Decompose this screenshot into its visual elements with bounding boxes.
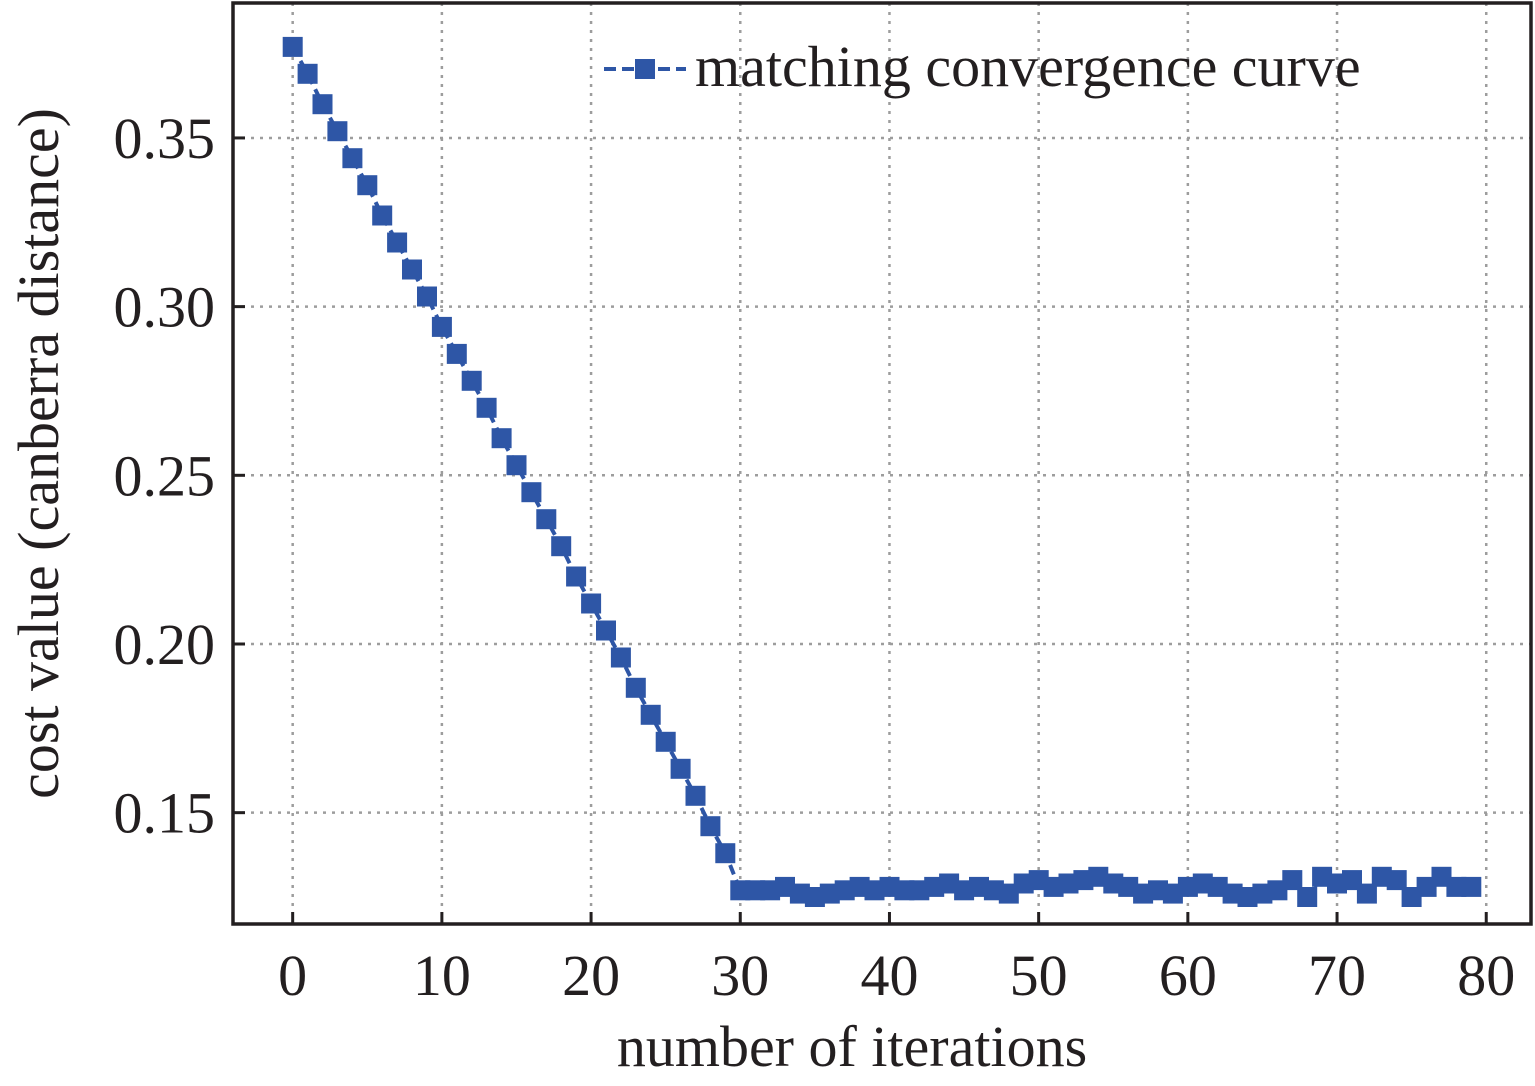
data-point-marker bbox=[461, 370, 482, 391]
data-point-marker bbox=[342, 148, 363, 169]
data-point-marker bbox=[625, 677, 646, 698]
x-tick-label: 30 bbox=[711, 943, 769, 1008]
x-tick-label: 50 bbox=[1010, 943, 1068, 1008]
data-point-marker bbox=[640, 704, 661, 725]
data-point-marker bbox=[387, 232, 408, 253]
legend: matching convergence curve bbox=[604, 34, 1361, 99]
data-point-marker bbox=[1386, 870, 1407, 891]
y-tick-label: 0.20 bbox=[114, 612, 216, 677]
data-point-marker bbox=[491, 428, 512, 449]
data-point-marker bbox=[1356, 883, 1377, 904]
x-tick-label: 10 bbox=[413, 943, 471, 1008]
x-tick-label: 0 bbox=[278, 943, 307, 1008]
tick-layer: 0 10 20 30 40 50 60 70 80 0.15 0.20 0.25 0.30 0.35 bbox=[114, 106, 1516, 1008]
data-point-marker bbox=[446, 343, 467, 364]
y-tick-label: 0.15 bbox=[114, 781, 216, 846]
data-point-marker bbox=[685, 785, 706, 806]
x-axis-title: number of iterations bbox=[617, 1014, 1087, 1079]
y-tick-label: 0.30 bbox=[114, 275, 216, 340]
series-layer bbox=[282, 36, 1482, 907]
data-point-marker bbox=[521, 482, 542, 503]
x-tick-label: 40 bbox=[860, 943, 918, 1008]
legend-label: matching convergence curve bbox=[695, 34, 1361, 99]
data-point-marker bbox=[610, 647, 631, 668]
data-point-marker bbox=[551, 536, 572, 557]
x-tick-label: 80 bbox=[1457, 943, 1515, 1008]
data-point-marker bbox=[566, 566, 587, 587]
data-point-marker bbox=[282, 36, 303, 57]
data-point-marker bbox=[506, 455, 527, 476]
data-point-marker bbox=[431, 316, 452, 337]
data-point-marker bbox=[581, 593, 602, 614]
data-point-marker bbox=[476, 397, 497, 418]
plot-frame bbox=[231, 1, 1533, 926]
data-point-marker bbox=[297, 63, 318, 84]
data-point-marker bbox=[655, 731, 676, 752]
x-tick-label: 60 bbox=[1159, 943, 1217, 1008]
series-line bbox=[290, 45, 1472, 899]
data-point-marker bbox=[1297, 887, 1318, 907]
data-point-marker bbox=[372, 205, 393, 226]
legend-square-marker-icon bbox=[635, 59, 655, 79]
data-point-marker bbox=[417, 286, 437, 307]
data-point-marker bbox=[327, 121, 348, 142]
data-point-marker bbox=[700, 816, 721, 837]
y-tick-label: 0.35 bbox=[114, 106, 216, 171]
data-point-marker bbox=[1461, 876, 1482, 897]
y-axis-title: cost value (canberra distance) bbox=[6, 108, 71, 799]
data-point-marker bbox=[357, 175, 378, 196]
data-point-marker bbox=[596, 620, 616, 641]
y-tick-label: 0.25 bbox=[114, 443, 216, 508]
data-point-marker bbox=[715, 843, 736, 864]
data-point-marker bbox=[1282, 870, 1303, 891]
data-point-marker bbox=[312, 94, 333, 115]
data-point-marker bbox=[670, 758, 691, 779]
data-point-marker bbox=[536, 509, 557, 530]
x-tick-label: 70 bbox=[1308, 943, 1366, 1008]
grid-layer bbox=[233, 3, 1531, 924]
x-tick-label: 20 bbox=[562, 943, 620, 1008]
data-point-marker bbox=[402, 259, 422, 280]
